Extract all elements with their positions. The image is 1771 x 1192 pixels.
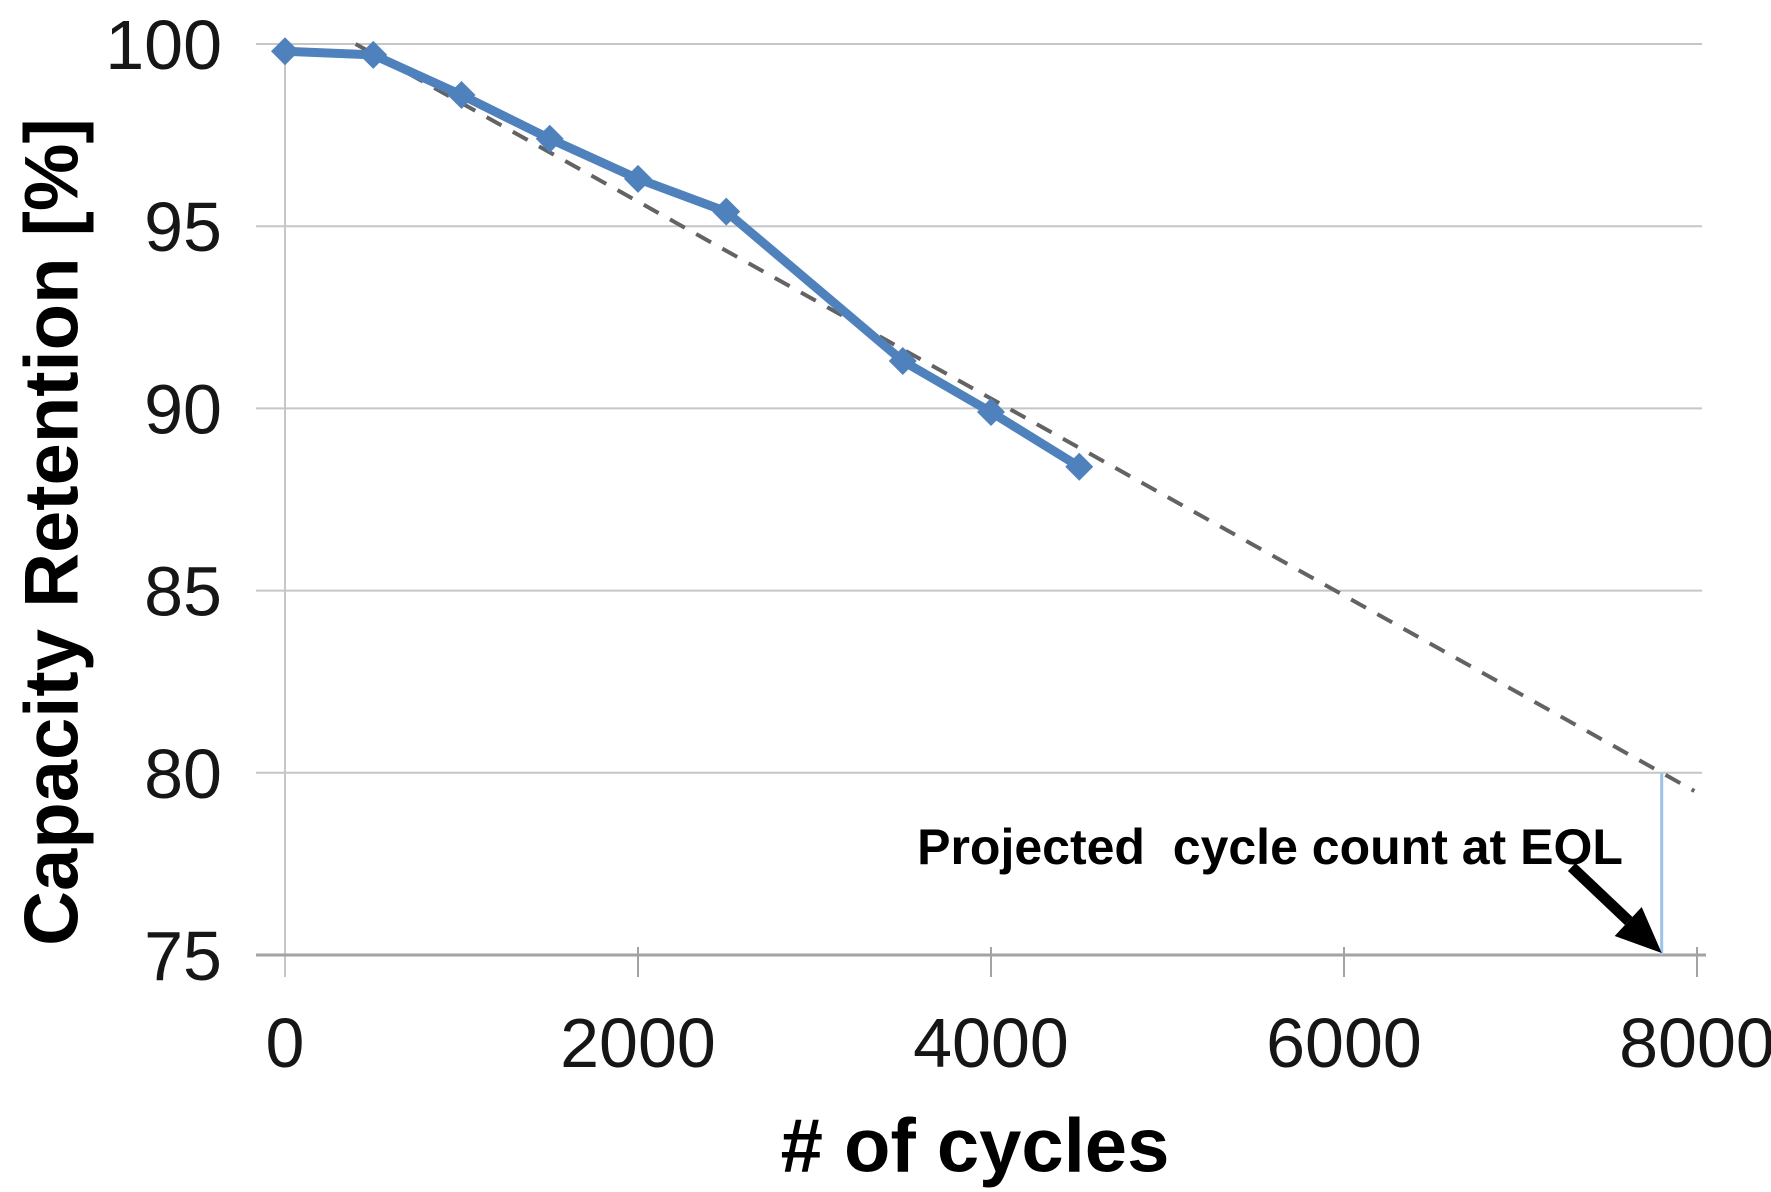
- data-point-marker: [447, 81, 476, 110]
- y-tick-label: 95: [144, 188, 222, 266]
- y-tick-label: 85: [144, 553, 222, 631]
- y-tick-label: 100: [105, 6, 222, 84]
- annotation-arrow-shaft: [1567, 863, 1633, 925]
- y-tick-label: 80: [144, 735, 222, 813]
- x-tick-label: 2000: [560, 1004, 716, 1082]
- data-point-marker: [359, 40, 388, 69]
- projection-trendline: [354, 42, 1696, 793]
- data-point-marker: [712, 197, 741, 226]
- data-point-marker: [271, 37, 299, 66]
- data-point-marker: [1065, 452, 1094, 481]
- data-point-marker: [624, 164, 652, 193]
- y-axis-title: Capacity Retention [%]: [9, 118, 95, 946]
- y-tick-label: 90: [144, 370, 222, 448]
- data-point-marker: [535, 124, 564, 153]
- data-point-marker: [977, 398, 1005, 427]
- data-point-marker: [888, 347, 917, 376]
- annotation-arrow-head: [1614, 907, 1662, 953]
- eol-annotation-text: Projected cycle count at EOL: [917, 819, 1623, 875]
- x-tick-label: 8000: [1619, 1004, 1771, 1082]
- x-tick-label: 4000: [913, 1004, 1069, 1082]
- series-line: [280, 46, 1084, 472]
- x-axis-title: # of cycles: [780, 1103, 1170, 1189]
- y-tick-label: 75: [144, 917, 222, 995]
- x-tick-label: 0: [266, 1004, 305, 1082]
- x-tick-label: 6000: [1266, 1004, 1422, 1082]
